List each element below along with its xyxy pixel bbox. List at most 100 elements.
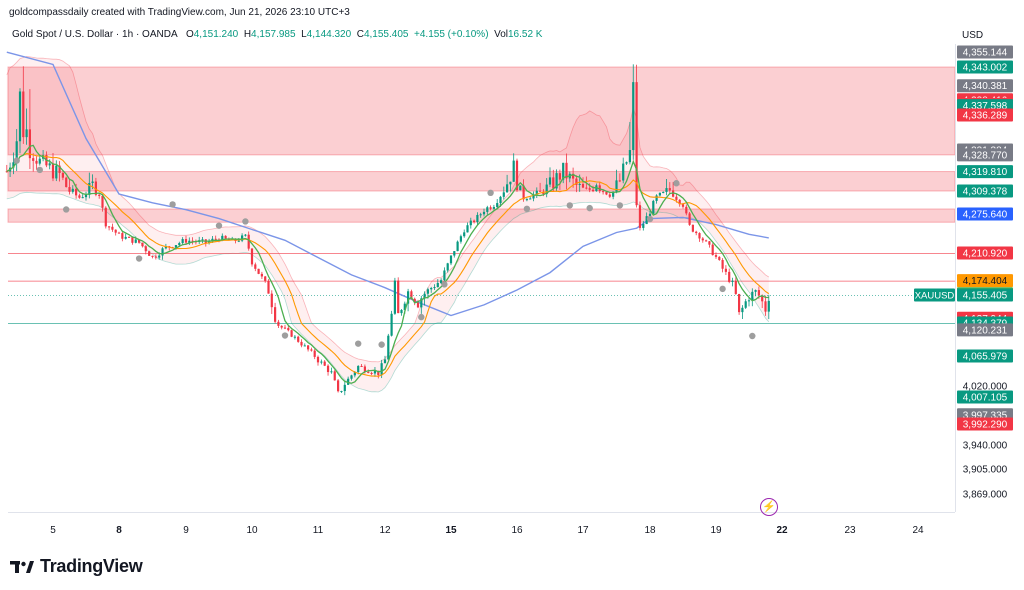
candle-body bbox=[446, 263, 449, 271]
candle-body bbox=[387, 335, 390, 360]
price-label: 4,275.640 bbox=[963, 210, 1008, 221]
lightning-icon[interactable]: ⚡ bbox=[760, 498, 778, 516]
low-label: L bbox=[301, 29, 307, 40]
price-label: 4,337.598 bbox=[963, 101, 1008, 112]
candle-body bbox=[724, 268, 727, 272]
chart-caption: goldcompassdaily created with TradingVie… bbox=[9, 7, 350, 18]
candle-body bbox=[562, 162, 565, 180]
candle-body bbox=[320, 361, 323, 363]
candle-body bbox=[151, 255, 154, 257]
candle-body bbox=[744, 301, 747, 308]
candle-body bbox=[25, 129, 28, 138]
candle-body bbox=[300, 341, 303, 346]
candle-body bbox=[184, 239, 188, 243]
signal-marker bbox=[13, 157, 20, 164]
candle-body bbox=[615, 180, 618, 192]
price-label: 4,007.105 bbox=[963, 393, 1008, 404]
x-tick-label: 11 bbox=[313, 525, 324, 536]
close-label: C bbox=[356, 29, 364, 40]
candle-body bbox=[764, 301, 767, 312]
candle-body bbox=[181, 239, 184, 244]
signal-marker bbox=[616, 202, 624, 209]
candle-body bbox=[632, 82, 635, 151]
candle-body bbox=[58, 165, 61, 174]
candle-body bbox=[101, 195, 104, 208]
candle-body bbox=[264, 276, 267, 281]
candle-body bbox=[539, 190, 542, 192]
candle-body bbox=[734, 280, 737, 294]
candle-body bbox=[642, 224, 645, 228]
candle-body bbox=[708, 241, 711, 245]
signal-marker bbox=[242, 218, 249, 225]
price-label-bg bbox=[957, 207, 1013, 221]
candle-body bbox=[456, 241, 459, 252]
candle-body bbox=[625, 162, 628, 164]
candle-body bbox=[114, 229, 117, 233]
price-label: 4,155.405 bbox=[963, 291, 1008, 302]
x-tick-label: 16 bbox=[511, 525, 523, 536]
low-value: 4,144.320 bbox=[306, 29, 352, 40]
candle-body bbox=[221, 235, 224, 241]
x-tick-label: 23 bbox=[844, 525, 856, 536]
x-tick-label: 15 bbox=[445, 525, 457, 536]
candle-body bbox=[662, 191, 665, 193]
candle-body bbox=[290, 330, 293, 337]
candle-body bbox=[347, 378, 350, 385]
candle-body bbox=[61, 173, 64, 178]
candle-body bbox=[525, 199, 528, 201]
price-label-bg bbox=[957, 288, 1013, 302]
candle-body bbox=[578, 183, 581, 185]
candle-body bbox=[698, 233, 701, 239]
candle-body bbox=[436, 282, 439, 288]
candle-body bbox=[426, 289, 429, 294]
signal-marker bbox=[646, 215, 654, 223]
candle-body bbox=[608, 194, 611, 197]
candle-body bbox=[158, 255, 161, 258]
candle-body bbox=[714, 255, 718, 257]
candle-body bbox=[575, 178, 578, 185]
price-label: 4,343.002 bbox=[963, 63, 1008, 74]
candle-body bbox=[353, 372, 356, 376]
candle-body bbox=[68, 187, 71, 192]
candle-body bbox=[668, 188, 671, 191]
currency-selector[interactable]: USD bbox=[962, 30, 984, 41]
candle-body bbox=[585, 187, 588, 189]
candle-body bbox=[572, 173, 575, 179]
price-label-bg bbox=[957, 165, 1013, 179]
candle-body bbox=[489, 207, 492, 209]
candle-body bbox=[51, 163, 55, 179]
envelope-lower bbox=[6, 191, 770, 393]
x-tick-label: 17 bbox=[577, 525, 589, 536]
resistance-zone bbox=[7, 66, 956, 156]
signal-marker bbox=[441, 281, 448, 288]
candle-body bbox=[138, 239, 141, 243]
candle-body bbox=[121, 233, 124, 239]
symbol-tag: XAUUSD bbox=[915, 291, 955, 302]
signal-marker bbox=[673, 180, 680, 187]
candle-body bbox=[360, 365, 363, 367]
candle-body bbox=[241, 235, 244, 241]
candle-body bbox=[542, 191, 545, 195]
candle-body bbox=[751, 291, 754, 301]
ma-mid-line bbox=[6, 153, 770, 377]
candle-body bbox=[449, 255, 453, 264]
signal-marker bbox=[169, 201, 176, 208]
signal-marker bbox=[378, 341, 385, 348]
price-label: 3,905.000 bbox=[963, 465, 1008, 476]
candle-body bbox=[370, 372, 373, 374]
price-label-bg bbox=[957, 79, 1013, 93]
candle-body bbox=[757, 290, 760, 296]
candle-body bbox=[638, 205, 642, 228]
tradingview-brand[interactable]: TradingView bbox=[10, 556, 143, 577]
candle-body bbox=[463, 232, 466, 237]
candle-body bbox=[459, 236, 462, 242]
candle-body bbox=[685, 206, 688, 214]
candle-body bbox=[529, 198, 532, 200]
candle-body bbox=[84, 194, 88, 198]
candle-body bbox=[691, 224, 694, 232]
candle-body bbox=[337, 380, 340, 392]
candle-body bbox=[767, 300, 770, 312]
candle-body bbox=[141, 242, 144, 247]
candle-body bbox=[482, 211, 486, 215]
